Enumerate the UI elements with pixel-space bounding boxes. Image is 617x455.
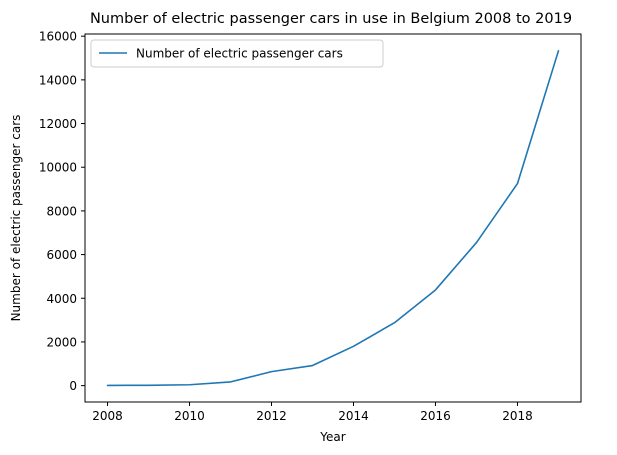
x-tick-label: 2016 bbox=[420, 409, 451, 423]
y-axis: 0 2000 4000 6000 8000 10000 12000 14000 16000 bbox=[39, 30, 85, 393]
x-axis: 2008 2010 2012 2014 2016 2018 bbox=[92, 402, 533, 423]
x-tick-label: 2014 bbox=[338, 409, 369, 423]
plot-area bbox=[84, 33, 582, 403]
y-tick-label: 10000 bbox=[39, 161, 77, 175]
y-tick-label: 6000 bbox=[46, 248, 77, 262]
x-tick-label: 2008 bbox=[92, 409, 123, 423]
x-axis-label: Year bbox=[319, 430, 345, 444]
x-tick-label: 2010 bbox=[174, 409, 205, 423]
y-tick-label: 0 bbox=[69, 379, 77, 393]
legend-box bbox=[90, 39, 384, 68]
x-tick-label: 2012 bbox=[256, 409, 287, 423]
series-line bbox=[106, 50, 560, 387]
y-tick-label: 12000 bbox=[39, 117, 77, 131]
y-axis-label: Number of electric passenger cars bbox=[9, 115, 23, 322]
plot-frame bbox=[84, 33, 582, 403]
x-tick-label: 2018 bbox=[502, 409, 533, 423]
y-tick-label: 2000 bbox=[46, 335, 77, 349]
chart-title: Number of electric passenger cars in use… bbox=[90, 11, 572, 27]
y-tick-label: 4000 bbox=[46, 292, 77, 306]
series-layer bbox=[106, 50, 560, 387]
y-tick-label: 16000 bbox=[39, 30, 77, 44]
legend: Number of electric passenger cars bbox=[90, 39, 384, 68]
legend-label: Number of electric passenger cars bbox=[136, 47, 343, 61]
y-tick-label: 14000 bbox=[39, 73, 77, 87]
y-tick-label: 8000 bbox=[46, 204, 77, 218]
